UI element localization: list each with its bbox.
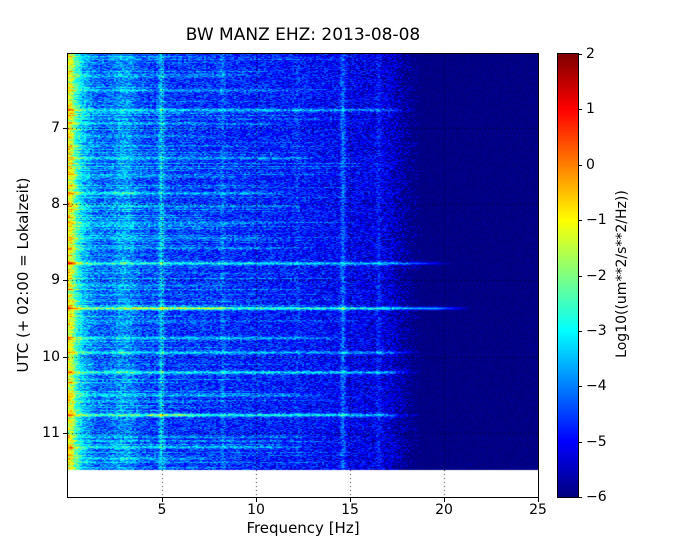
x-axis-label: Frequency [Hz] <box>246 519 360 537</box>
x-tick-mark <box>162 498 163 502</box>
plot-frame <box>67 53 539 498</box>
colorbar-tick-label: −4 <box>586 378 607 395</box>
x-tick-mark <box>538 498 539 502</box>
colorbar-tick-mark <box>578 220 582 221</box>
colorbar-tick-mark <box>578 165 582 166</box>
y-tick-mark <box>63 357 67 358</box>
plot-title: BW MANZ EHZ: 2013-08-08 <box>185 25 421 45</box>
colorbar-tick-label: −5 <box>586 433 607 450</box>
y-tick-mark <box>63 280 67 281</box>
y-axis-tick-label: 11 <box>42 424 60 441</box>
y-tick-mark <box>63 128 67 129</box>
colorbar-tick-label: 2 <box>586 46 595 62</box>
colorbar-tick-label: 1 <box>586 101 595 118</box>
x-axis-tick-label: 5 <box>157 502 167 518</box>
x-tick-mark <box>444 498 445 502</box>
colorbar-tick-label: 0 <box>586 156 595 173</box>
x-axis-tick-label: 20 <box>435 502 453 518</box>
spectrogram-canvas <box>68 54 538 497</box>
x-tick-mark <box>350 498 351 502</box>
colorbar-frame <box>557 53 579 498</box>
y-axis-tick-label: 8 <box>51 196 60 213</box>
colorbar-tick-mark <box>578 386 582 387</box>
y-axis-tick-label: 10 <box>42 348 60 365</box>
colorbar-tick-mark <box>578 497 582 498</box>
y-axis-tick-label: 7 <box>51 119 60 136</box>
y-axis-tick-label: 9 <box>51 272 60 289</box>
colorbar-tick-mark <box>578 54 582 55</box>
colorbar-tick-mark <box>578 331 582 332</box>
colorbar-tick-label: −1 <box>586 212 607 229</box>
colorbar-tick-mark <box>578 442 582 443</box>
y-tick-mark <box>63 433 67 434</box>
x-axis-tick-label: 15 <box>341 502 359 518</box>
y-tick-mark <box>63 204 67 205</box>
colorbar-tick-label: −6 <box>586 489 607 505</box>
colorbar-tick-mark <box>578 276 582 277</box>
x-axis-tick-label: 10 <box>247 502 265 518</box>
x-axis-tick-label: 25 <box>529 502 547 518</box>
x-tick-mark <box>256 498 257 502</box>
colorbar-tick-mark <box>578 109 582 110</box>
colorbar-tick-label: −2 <box>586 267 607 284</box>
colorbar-canvas <box>558 54 578 497</box>
colorbar-tick-label: −3 <box>586 322 607 339</box>
